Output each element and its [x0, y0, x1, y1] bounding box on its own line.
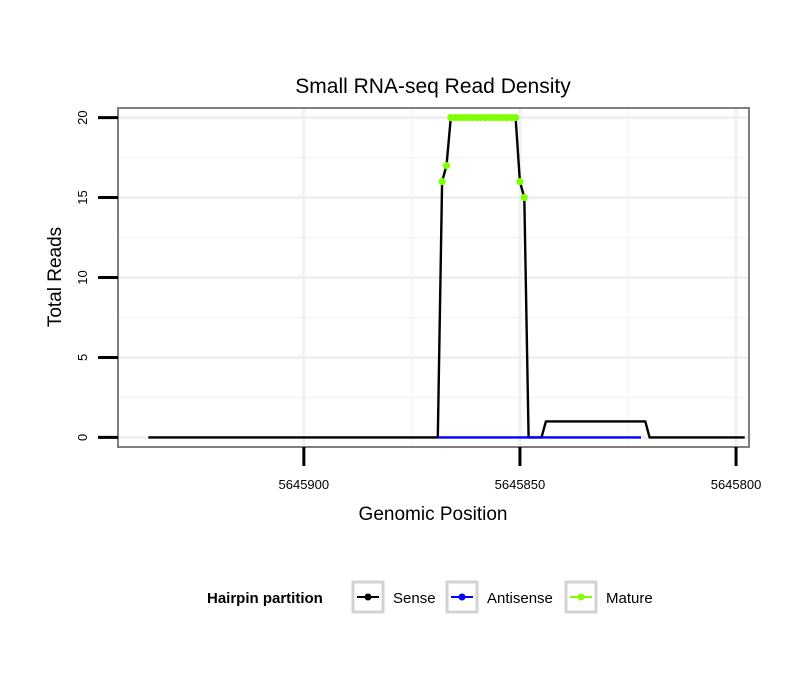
- mature-data-point: [516, 178, 524, 186]
- legend-key-point: [364, 593, 372, 601]
- grid-lines: [118, 108, 749, 447]
- x-tick-label: 5645850: [495, 477, 546, 492]
- legend-item-antisense: Antisense: [445, 580, 553, 614]
- legend-item-mature: Mature: [564, 580, 653, 614]
- y-axis-label: Total Reads: [45, 227, 66, 327]
- legend-label-antisense: Antisense: [487, 590, 553, 607]
- legend-key-point: [458, 593, 466, 601]
- x-tick-label: 5645800: [711, 477, 762, 492]
- y-axis: 0 5 10 15 20: [75, 110, 118, 441]
- y-tick-label: 0: [75, 434, 90, 441]
- legend-item-sense: Sense: [351, 580, 436, 614]
- x-tick-label: 5645900: [279, 477, 330, 492]
- chart-title: Small RNA-seq Read Density: [295, 75, 571, 98]
- x-axis-label: Genomic Position: [359, 504, 508, 525]
- mature-data-point: [511, 114, 520, 122]
- x-axis: 5645900 5645850 5645800: [279, 447, 762, 492]
- legend-title: Hairpin partition: [207, 590, 323, 607]
- y-tick-label: 15: [75, 190, 90, 204]
- mature-data-point: [520, 193, 528, 202]
- mature-data-point: [442, 162, 451, 170]
- legend-label-mature: Mature: [606, 590, 653, 607]
- y-tick-label: 20: [75, 110, 90, 124]
- legend-label-sense: Sense: [393, 590, 436, 607]
- series-points: [438, 114, 528, 202]
- y-tick-label: 10: [75, 270, 90, 284]
- y-tick-label: 5: [75, 354, 90, 361]
- legend: Hairpin partition Sense Antisense Mature: [207, 580, 653, 614]
- mature-data-point: [438, 178, 446, 186]
- legend-key-point: [577, 593, 585, 601]
